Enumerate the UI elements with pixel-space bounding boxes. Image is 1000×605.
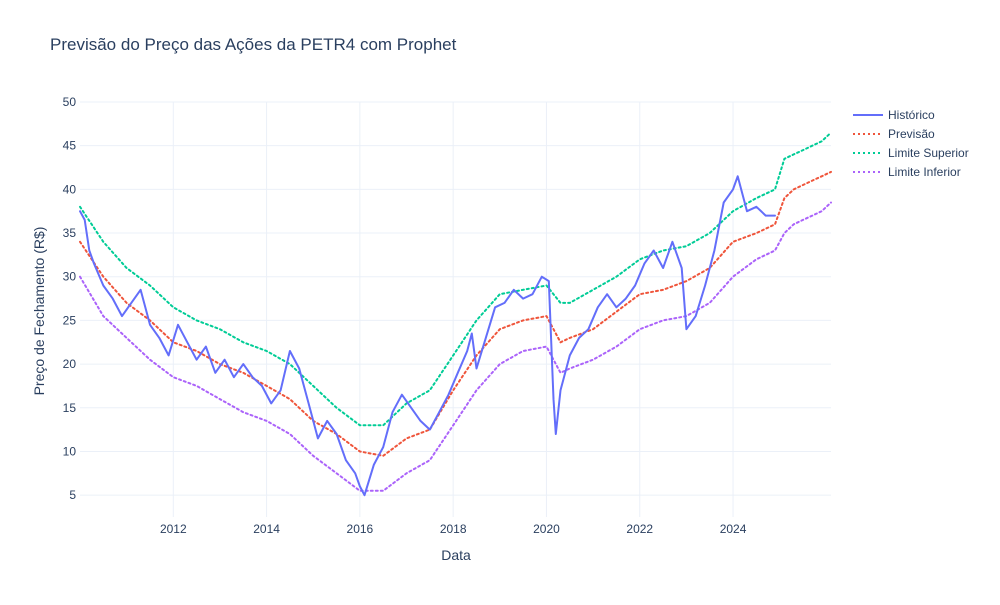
series-line-0 <box>79 175 776 497</box>
x-tick-label: 2012 <box>160 522 187 536</box>
y-tick-label: 35 <box>63 226 77 240</box>
y-tick-label: 15 <box>63 401 77 415</box>
legend-label: Previsão <box>888 127 935 141</box>
x-axis-title: Data <box>441 547 471 563</box>
y-tick-label: 45 <box>63 139 77 153</box>
y-tick-label: 10 <box>63 444 77 458</box>
y-axis-ticks: 5 10 15 20 25 30 35 40 45 50 <box>63 95 77 502</box>
series-layer <box>79 131 832 497</box>
x-tick-label: 2024 <box>720 522 747 536</box>
y-tick-label: 25 <box>63 313 77 327</box>
legend-label: Histórico <box>888 108 935 122</box>
x-tick-label: 2016 <box>347 522 374 536</box>
legend-label: Limite Inferior <box>888 165 961 179</box>
x-tick-label: 2018 <box>440 522 467 536</box>
y-tick-label: 50 <box>63 95 77 109</box>
legend-label: Limite Superior <box>888 146 969 160</box>
series-line-1 <box>79 170 832 457</box>
x-tick-label: 2020 <box>533 522 560 536</box>
grid-lines <box>80 101 831 517</box>
y-tick-label: 5 <box>69 488 76 502</box>
chart-title: Previsão do Preço das Ações da PETR4 com… <box>50 35 457 54</box>
series-line-3 <box>79 201 832 492</box>
y-axis-title: Preço de Fechamento (R$) <box>31 227 47 396</box>
y-tick-label: 30 <box>63 270 77 284</box>
x-tick-label: 2022 <box>626 522 653 536</box>
legend: Histórico Previsão Limite Superior Limite I… <box>853 108 969 179</box>
x-axis-ticks: 2012 2014 2016 2018 2020 2022 2024 <box>160 522 747 536</box>
x-tick-label: 2014 <box>253 522 280 536</box>
y-tick-label: 40 <box>63 182 77 196</box>
y-tick-label: 20 <box>63 357 77 371</box>
